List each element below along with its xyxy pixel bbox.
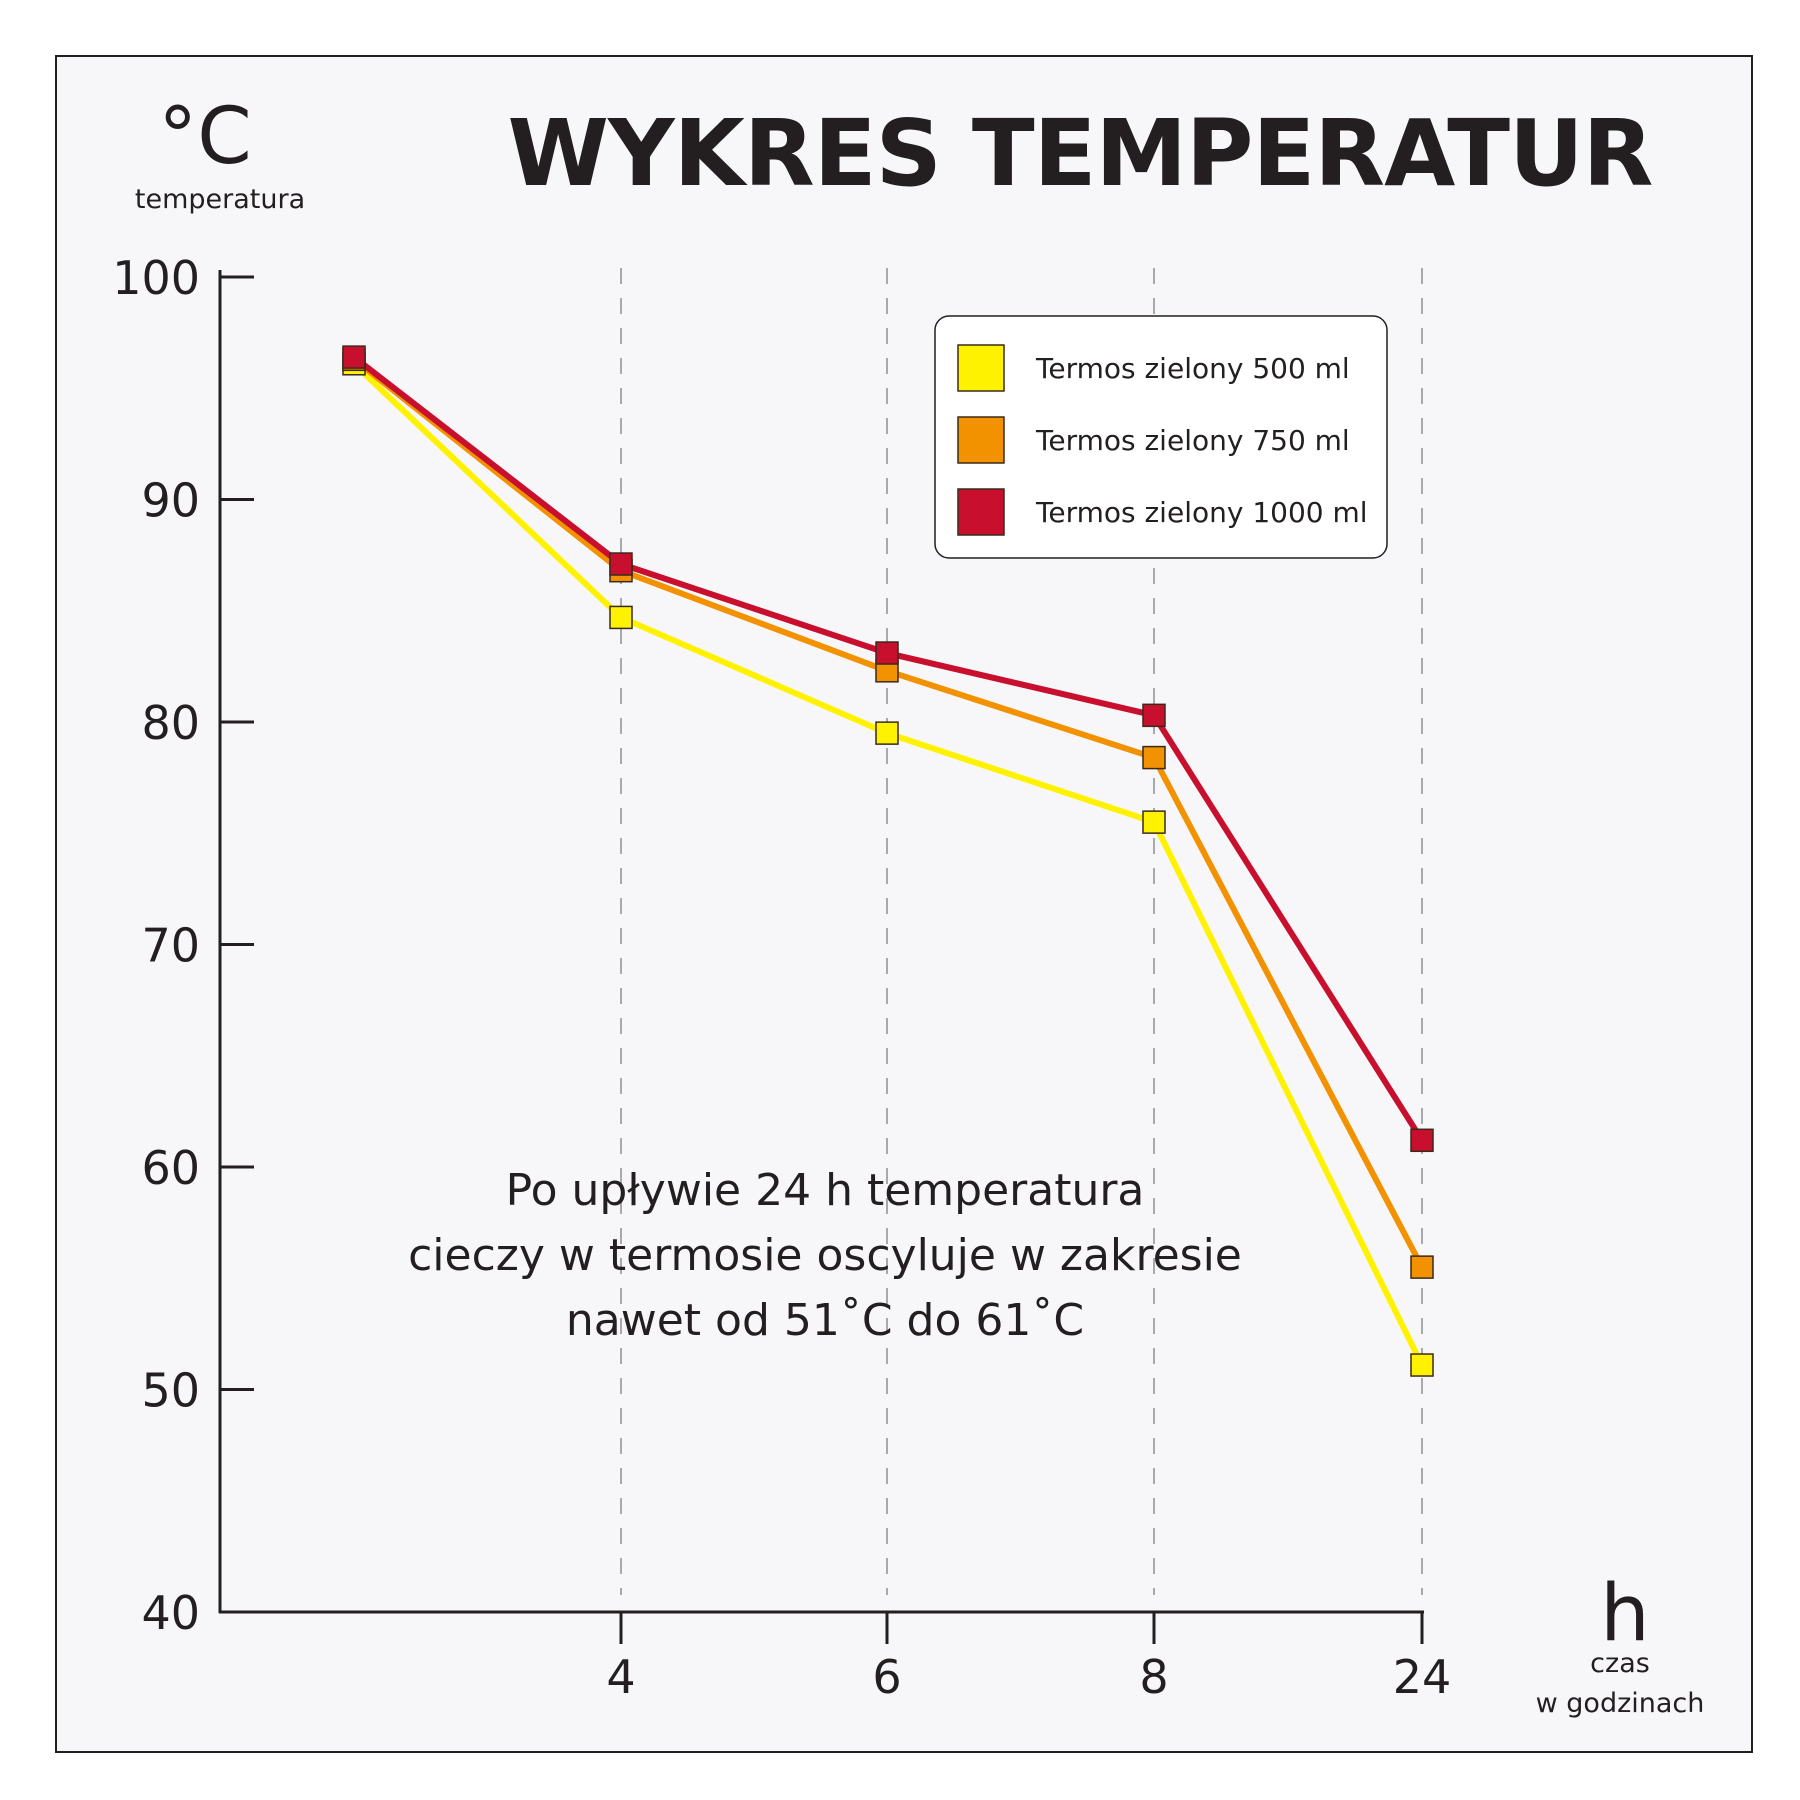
series-3-point-2 — [609, 552, 633, 576]
series-1-point-4 — [1142, 810, 1166, 834]
x-axis-label-line-1: czas — [1590, 1648, 1650, 1679]
axis-layer: 40 50 60 70 80 90 100 4 6 8 24 — [112, 251, 1451, 1704]
x-axis-unit: h — [1600, 1569, 1649, 1659]
series-1-point-5 — [1410, 1353, 1434, 1377]
annotation-line-1: Po upływie 24 h temperatura — [506, 1165, 1145, 1216]
series-3-point-4 — [1142, 703, 1166, 728]
x-tick-label-24: 24 — [1393, 1650, 1452, 1704]
legend-swatch-3 — [957, 488, 1005, 536]
x-axis-label-line-2: w godzinach — [1536, 1688, 1705, 1719]
series-3-point-1 — [342, 345, 366, 369]
series-2-point-4 — [1142, 745, 1166, 770]
legend-box — [934, 315, 1388, 559]
y-tick-label-90: 90 — [141, 474, 200, 528]
chart-title: WYKRES TEMPERATUR — [508, 100, 1653, 207]
series-2-point-5 — [1410, 1255, 1434, 1279]
legend-swatch-2 — [957, 416, 1005, 464]
y-axis-unit: °C — [158, 92, 251, 182]
y-axis-label: temperatura — [135, 184, 305, 215]
series-3-point-5 — [1410, 1128, 1434, 1153]
y-tick-label-60: 60 — [141, 1141, 200, 1195]
annotation-line-2: cieczy w termosie oscyluje w zakresie — [408, 1230, 1242, 1281]
series-layer — [342, 345, 1434, 1377]
y-tick-label-80: 80 — [141, 696, 200, 750]
legend-label-3: Termos zielony 1000 ml — [1035, 496, 1368, 529]
legend: Termos zielony 500 ml Termos zielony 750 … — [934, 315, 1388, 559]
y-tick-label-70: 70 — [141, 919, 200, 973]
y-tick-label-40: 40 — [141, 1586, 200, 1640]
series-1-point-3 — [875, 721, 899, 745]
x-tick-label-6: 6 — [872, 1650, 901, 1704]
y-tick-label-100: 100 — [112, 251, 200, 305]
chart-frame — [55, 55, 1753, 1753]
x-tick-label-4: 4 — [606, 1650, 635, 1704]
series-1-point-2 — [609, 605, 633, 630]
y-tick-label-50: 50 — [141, 1364, 200, 1418]
legend-swatch-1 — [957, 344, 1005, 392]
legend-label-2: Termos zielony 750 ml — [1035, 424, 1350, 457]
legend-label-1: Termos zielony 500 ml — [1035, 352, 1350, 385]
series-3-point-3 — [875, 641, 899, 665]
annotation: Po upływie 24 h temperatura cieczy w ter… — [408, 1165, 1242, 1346]
x-tick-label-8: 8 — [1139, 1650, 1168, 1704]
annotation-line-3: nawet od 51˚C do 61˚C — [566, 1295, 1084, 1346]
